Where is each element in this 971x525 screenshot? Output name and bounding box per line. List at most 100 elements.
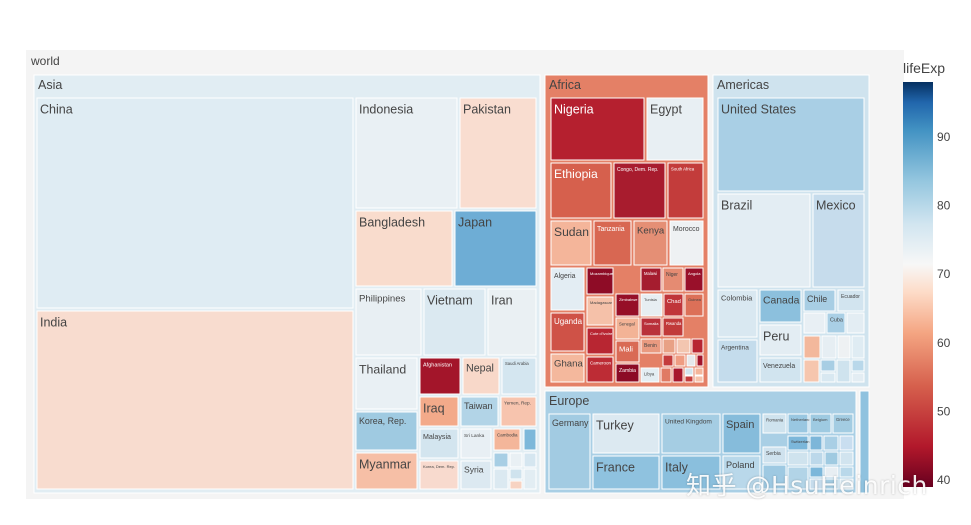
tile-europe-small-12[interactable] — [809, 478, 824, 490]
tile-asia-small-0[interactable] — [523, 428, 537, 451]
tile-africa-small-6[interactable] — [696, 354, 704, 367]
tile-angola[interactable] — [684, 267, 704, 292]
tile-brazil[interactable] — [717, 193, 811, 288]
tile-americas-small-4[interactable] — [837, 335, 851, 359]
tile-mali[interactable] — [615, 340, 640, 363]
tile-serbia[interactable] — [762, 446, 787, 464]
tile-europe-small-14[interactable] — [839, 478, 854, 490]
tile-europe-small-5[interactable] — [809, 451, 824, 466]
tile-sri-lanka[interactable] — [460, 428, 492, 459]
tile-europe-small-13[interactable] — [824, 478, 839, 490]
tile-venezuela[interactable] — [759, 357, 802, 383]
tile-philippines[interactable] — [355, 288, 422, 356]
tile-europe-small-1[interactable] — [823, 435, 839, 451]
tile-iraq[interactable] — [419, 396, 459, 427]
tile-africa-small-11[interactable] — [684, 375, 694, 383]
tile-canada[interactable] — [759, 289, 802, 323]
tile-asia-small-4[interactable] — [493, 468, 509, 490]
tile-cote-d-ivoire[interactable] — [586, 327, 614, 355]
tile-cambodia[interactable] — [493, 428, 521, 451]
tile-uganda[interactable] — [550, 312, 585, 352]
tile-bangladesh[interactable] — [355, 210, 453, 287]
tile-united-kingdom[interactable] — [661, 413, 721, 454]
tile-morocco[interactable] — [669, 220, 704, 266]
tile-africa-small-9[interactable] — [684, 367, 694, 376]
tile-europe-small-4[interactable] — [787, 451, 809, 466]
tile-asia-small-6[interactable] — [509, 480, 523, 490]
tile-belgium[interactable] — [809, 413, 832, 434]
tile-thailand[interactable] — [355, 357, 418, 410]
tile-mexico[interactable] — [812, 193, 865, 288]
tile-somalia[interactable] — [640, 317, 662, 337]
tile-senegal[interactable] — [615, 317, 640, 340]
tile-colombia[interactable] — [717, 289, 758, 338]
tile-congo-dem-rep[interactable] — [613, 162, 666, 219]
tile-africa-small-10[interactable] — [694, 367, 704, 376]
tile-france[interactable] — [592, 455, 660, 490]
tile-switzerland[interactable] — [787, 435, 809, 451]
tile-asia-small-1[interactable] — [493, 452, 509, 468]
tile-americas-small-2[interactable] — [803, 335, 821, 359]
tile-ghana[interactable] — [550, 353, 585, 383]
tile-rwanda[interactable] — [662, 317, 684, 337]
tile-asia-small-7[interactable] — [523, 468, 537, 490]
tile-asia-small-5[interactable] — [509, 468, 523, 480]
tile-italy[interactable] — [661, 455, 721, 490]
tile-nigeria[interactable] — [550, 97, 645, 161]
tile-cuba[interactable] — [826, 312, 846, 334]
tile-libya[interactable] — [640, 367, 660, 383]
tile-madagascar[interactable] — [586, 296, 614, 326]
tile-syria[interactable] — [460, 460, 492, 490]
tile-poland[interactable] — [722, 455, 761, 490]
tile-pakistan[interactable] — [459, 97, 537, 209]
tile-africa-small-2[interactable] — [691, 338, 704, 354]
tile-africa-small-5[interactable] — [686, 354, 696, 367]
tile-africa-small-4[interactable] — [674, 354, 686, 367]
tile-zimbabwe[interactable] — [615, 293, 640, 317]
tile-china[interactable] — [36, 97, 354, 309]
tile-turkey[interactable] — [592, 413, 660, 454]
tile-americas-small-10[interactable] — [851, 359, 865, 372]
tile-kenya[interactable] — [633, 220, 668, 266]
tile-ecuador[interactable] — [837, 289, 865, 312]
tile-myanmar[interactable] — [355, 452, 418, 490]
tile-africa-small-8[interactable] — [672, 367, 684, 383]
tile-chile[interactable] — [803, 289, 836, 312]
tile-guinea[interactable] — [684, 293, 704, 317]
tile-spain[interactable] — [722, 413, 761, 454]
tile-africa-small-7[interactable] — [660, 367, 672, 383]
tile-europe-small-10[interactable] — [824, 466, 839, 478]
tile-niger[interactable] — [662, 267, 684, 292]
tile-africa-small-3[interactable] — [662, 354, 674, 367]
tile-americas-small-1[interactable] — [846, 312, 865, 334]
tile-korea-dem-rep[interactable] — [419, 460, 459, 490]
tile-netherlands[interactable] — [787, 413, 809, 434]
tile-europe-small-3[interactable] — [762, 464, 787, 490]
tile-benin[interactable] — [640, 338, 662, 354]
tile-europe-small-2[interactable] — [839, 435, 854, 451]
tile-iran[interactable] — [487, 288, 537, 356]
tile-south-africa[interactable] — [667, 162, 704, 219]
tile-americas-small-9[interactable] — [836, 359, 851, 383]
tile-nepal[interactable] — [462, 357, 500, 395]
tile-ethiopia[interactable] — [550, 162, 612, 219]
tile-germany[interactable] — [548, 413, 591, 490]
tile-europe-small-8[interactable] — [787, 466, 809, 490]
tile-greece[interactable] — [832, 413, 854, 434]
tile-romania[interactable] — [762, 413, 787, 434]
tile-tanzania[interactable] — [593, 220, 632, 266]
tile-asia-small-2[interactable] — [509, 452, 523, 468]
tile-europe-small-11[interactable] — [839, 466, 854, 478]
tile-yemen-rep[interactable] — [500, 396, 537, 427]
tile-europe-small-9[interactable] — [809, 466, 824, 478]
tile-europe-small-7[interactable] — [839, 451, 854, 466]
tile-chad[interactable] — [663, 293, 684, 317]
tile-egypt[interactable] — [646, 97, 704, 161]
tile-tunisia[interactable] — [640, 293, 663, 317]
tile-europe-small-6[interactable] — [824, 451, 839, 466]
tile-algeria[interactable] — [550, 267, 585, 311]
tile-sudan[interactable] — [550, 220, 592, 266]
tile-united-states[interactable] — [717, 97, 865, 192]
tile-peru[interactable] — [759, 324, 802, 356]
tile-americas-small-11[interactable] — [851, 372, 865, 383]
